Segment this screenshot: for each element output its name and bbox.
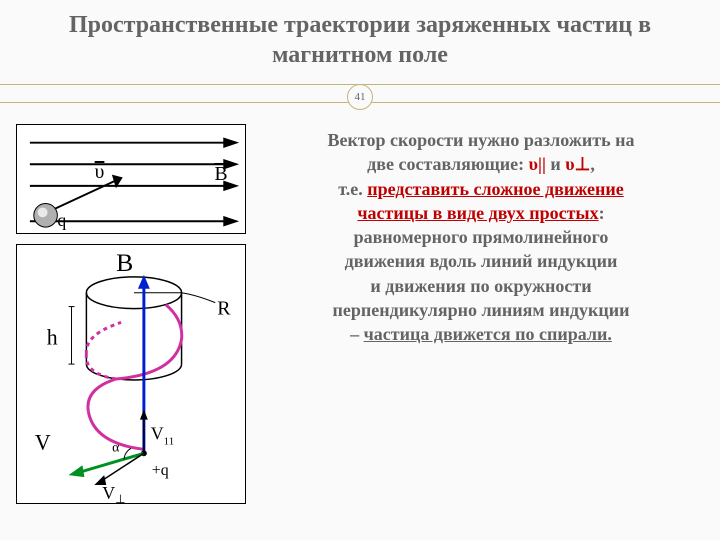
fig2-h-label: h (47, 325, 58, 349)
body-dash: – (350, 324, 364, 344)
v-parallel-sym: υ (529, 154, 538, 174)
body-line-2a: две составляющие: (367, 154, 528, 174)
v-perp-sym: υ (565, 154, 574, 174)
rule-separator: 41 (0, 78, 720, 116)
content-area: υ B q R h (0, 116, 720, 504)
slide-title: Пространственные траектории заряженных ч… (20, 10, 700, 70)
body-colon: : (599, 203, 605, 223)
body-line-3a: т.е. (338, 179, 367, 199)
body-comma: , (590, 154, 595, 174)
title-block: Пространственные траектории заряженных ч… (0, 0, 720, 74)
body-line-6: движения вдоль линий индукции (345, 251, 618, 271)
figure-column: υ B q R h (16, 124, 246, 504)
parallel-sym: || (538, 154, 546, 174)
body-text: Вектор скорости нужно разложить на две с… (258, 124, 704, 504)
figure-top: υ B q (16, 124, 246, 234)
slide-number-badge: 41 (347, 84, 373, 110)
body-line-1: Вектор скорости нужно разложить на (328, 130, 635, 150)
perp-sym: ⊥ (575, 154, 591, 174)
fig2-plusq-label: +q (152, 462, 169, 479)
figure-bottom: R h B +q (16, 244, 246, 504)
body-line-9: частица движется по спирали. (364, 324, 612, 344)
body-line-4: частицы в виде двух простых (357, 203, 598, 223)
body-line-8: перпендикулярно линиям индукции (332, 300, 629, 320)
fig1-q-label: q (57, 210, 66, 230)
fig2-B-label: B (116, 248, 133, 277)
body-and: и (550, 154, 565, 174)
body-line-5: равномерного прямолинейного (354, 227, 609, 247)
fig1-B-label: B (214, 164, 227, 185)
fig2-R-label: R (217, 298, 231, 320)
fig2-V-label: V (35, 430, 51, 454)
fig1-v-label: υ (95, 162, 105, 183)
body-line-3b: представить сложное движение (367, 179, 624, 199)
fig2-alpha-label: α (112, 440, 119, 455)
slide-number: 41 (355, 91, 366, 103)
body-line-7: и движения по окружности (370, 276, 591, 296)
